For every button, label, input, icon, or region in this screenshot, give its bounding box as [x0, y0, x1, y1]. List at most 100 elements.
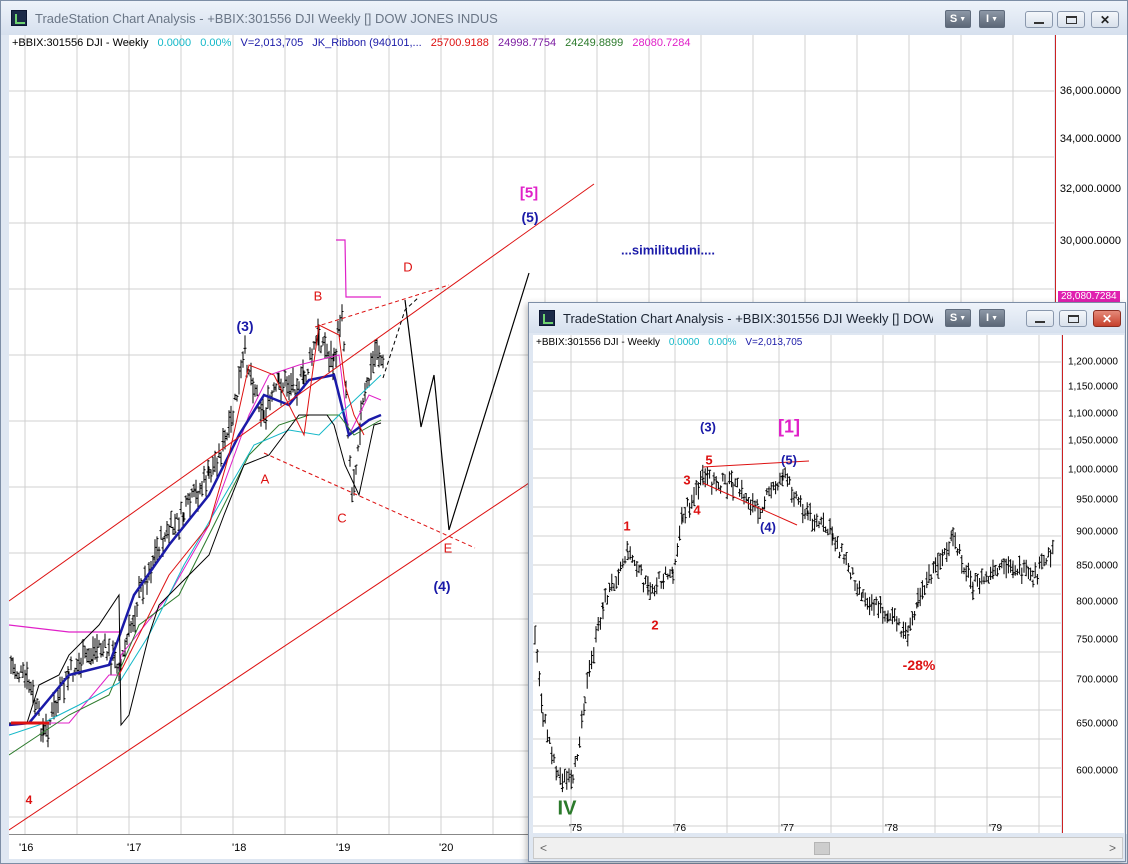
- inner-chart-window[interactable]: TradeStation Chart Analysis - +BBIX:3015…: [528, 302, 1126, 862]
- last-price-tag: 28,080.7284: [1058, 291, 1120, 302]
- maximize-button[interactable]: [1059, 310, 1087, 327]
- inner-titlebar[interactable]: TradeStation Chart Analysis - +BBIX:3015…: [529, 303, 1125, 333]
- indicator-i-button[interactable]: I ▼: [979, 309, 1005, 327]
- triangle-upper-line: [314, 284, 450, 328]
- projection-path-solid: [404, 272, 530, 531]
- s-button-label: S: [949, 13, 958, 25]
- symbol-link-s-button[interactable]: S ▼: [945, 10, 971, 28]
- wave-e-label: E: [443, 540, 453, 556]
- wave-4-label: (4): [760, 519, 776, 535]
- wave-4-small-label: 4: [25, 793, 33, 807]
- x-tick: '19: [336, 842, 351, 854]
- ribbon-red: [118, 324, 365, 676]
- dropdown-arrow-icon: ▼: [991, 15, 998, 23]
- status-volume: V=2,013,705: [745, 337, 803, 348]
- status-symbol: +BBIX:301556 DJI - Weekly: [536, 337, 661, 348]
- close-icon: ✕: [1101, 311, 1113, 326]
- similitudini-note: ...similitudini....: [621, 242, 715, 258]
- x-tick: '76: [673, 823, 687, 834]
- scroll-left-arrow-icon[interactable]: <: [540, 841, 548, 855]
- wave-iv-label: IV: [557, 797, 577, 820]
- status-volume: V=2,013,705: [240, 37, 304, 49]
- tradestation-app-icon: [539, 310, 555, 326]
- wave-a-label: A: [260, 471, 270, 487]
- y-tick: 1,200.0000: [1067, 356, 1118, 368]
- wave-lower-trend-line: [702, 482, 798, 526]
- minimize-icon: [1035, 320, 1045, 323]
- x-tick: '16: [19, 842, 34, 854]
- wave-3-label: (3): [236, 318, 254, 334]
- dropdown-arrow-icon: ▼: [959, 15, 967, 23]
- ribbon-black: [9, 414, 382, 727]
- ribbon-blue: [9, 373, 382, 727]
- y-tick: 700.0000: [1076, 674, 1118, 686]
- x-tick: '79: [989, 823, 1003, 834]
- close-icon: ✕: [1099, 12, 1111, 27]
- lower-channel-line: [9, 482, 530, 831]
- x-tick: '17: [127, 842, 142, 854]
- minimize-button[interactable]: [1026, 310, 1054, 327]
- horizontal-scrollbar[interactable]: < >: [533, 837, 1123, 859]
- y-tick: 600.0000: [1076, 765, 1118, 777]
- scroll-thumb[interactable]: [814, 842, 830, 855]
- tradestation-app-icon: [11, 10, 27, 26]
- status-change: 0.0000: [668, 337, 700, 348]
- projection-path: [382, 296, 420, 379]
- status-ribbon-value-4: 28080.7284: [632, 37, 691, 49]
- wave-1-label: 1: [623, 518, 631, 534]
- status-ribbon-value-3: 24249.8899: [565, 37, 624, 49]
- wave-c-label: C: [337, 510, 347, 526]
- ribbon-green: [9, 414, 382, 756]
- main-titlebar[interactable]: TradeStation Chart Analysis - +BBIX:3015…: [1, 1, 1127, 35]
- price-bars: [533, 464, 1055, 793]
- maximize-button[interactable]: [1057, 11, 1085, 28]
- maximize-icon: [1067, 314, 1079, 323]
- y-tick: 800.0000: [1076, 596, 1118, 608]
- y-tick: 1,000.0000: [1067, 464, 1118, 476]
- status-ribbon-value-2: 24998.7754: [497, 37, 557, 49]
- status-indicator-name: JK_Ribbon (940101,...: [312, 37, 422, 49]
- i-button-label: I: [986, 13, 990, 25]
- ribbon-magenta: [9, 354, 382, 724]
- inner-status-line: +BBIX:301556 DJI - Weekly 0.0000 0.00% V…: [536, 337, 808, 348]
- wave-4-label: (4): [433, 578, 451, 594]
- inner-price-plot[interactable]: +BBIX:301556 DJI - Weekly 0.0000 0.00% V…: [533, 335, 1061, 833]
- x-tick: '77: [781, 823, 795, 834]
- y-tick: 950.0000: [1076, 494, 1118, 506]
- i-button-label: I: [986, 312, 990, 324]
- indicator-i-button[interactable]: I ▼: [979, 10, 1005, 28]
- wave-2-label: 2: [651, 617, 659, 633]
- inner-window-title: TradeStation Chart Analysis - +BBIX:3015…: [563, 310, 933, 326]
- wave-4-small-label: 4: [693, 502, 701, 518]
- wave-3-label: (3): [700, 419, 716, 435]
- scroll-right-arrow-icon[interactable]: >: [1108, 841, 1116, 855]
- ribbon-magenta-upper: [9, 624, 122, 636]
- main-status-line: +BBIX:301556 DJI - Weekly 0.0000 0.00% V…: [12, 37, 696, 49]
- status-symbol: +BBIX:301556 DJI - Weekly: [12, 37, 149, 49]
- x-tick: '78: [885, 823, 899, 834]
- y-tick: 34,000.0000: [1059, 133, 1121, 145]
- y-tick: 30,000.0000: [1059, 235, 1121, 247]
- x-tick: '75: [569, 823, 583, 834]
- wave-5-small-label: 5: [705, 452, 713, 468]
- status-change: 0.0000: [157, 37, 192, 49]
- y-tick: 650.0000: [1076, 718, 1118, 730]
- y-tick: 850.0000: [1076, 560, 1118, 572]
- symbol-link-s-button[interactable]: S ▼: [945, 309, 971, 327]
- ribbon-magenta-top: [336, 239, 381, 298]
- x-tick: '18: [232, 842, 247, 854]
- triangle-lower-line: [263, 452, 476, 549]
- y-tick: 750.0000: [1076, 634, 1118, 646]
- inner-price-axis[interactable]: 1,200.0000 1,150.0000 1,100.0000 1,050.0…: [1062, 335, 1124, 833]
- status-percent: 0.00%: [200, 37, 232, 49]
- close-button[interactable]: ✕: [1091, 11, 1119, 28]
- drawdown-percent-label: -28%: [902, 657, 936, 673]
- s-button-label: S: [949, 312, 958, 324]
- minimize-icon: [1034, 21, 1044, 24]
- minimize-button[interactable]: [1025, 11, 1053, 28]
- close-button[interactable]: ✕: [1093, 310, 1121, 327]
- y-tick: 36,000.0000: [1059, 85, 1121, 97]
- inner-chart-canvas[interactable]: [533, 335, 1061, 833]
- wave-5-bracket-label: [5]: [519, 184, 539, 202]
- upper-channel-line: [9, 183, 595, 602]
